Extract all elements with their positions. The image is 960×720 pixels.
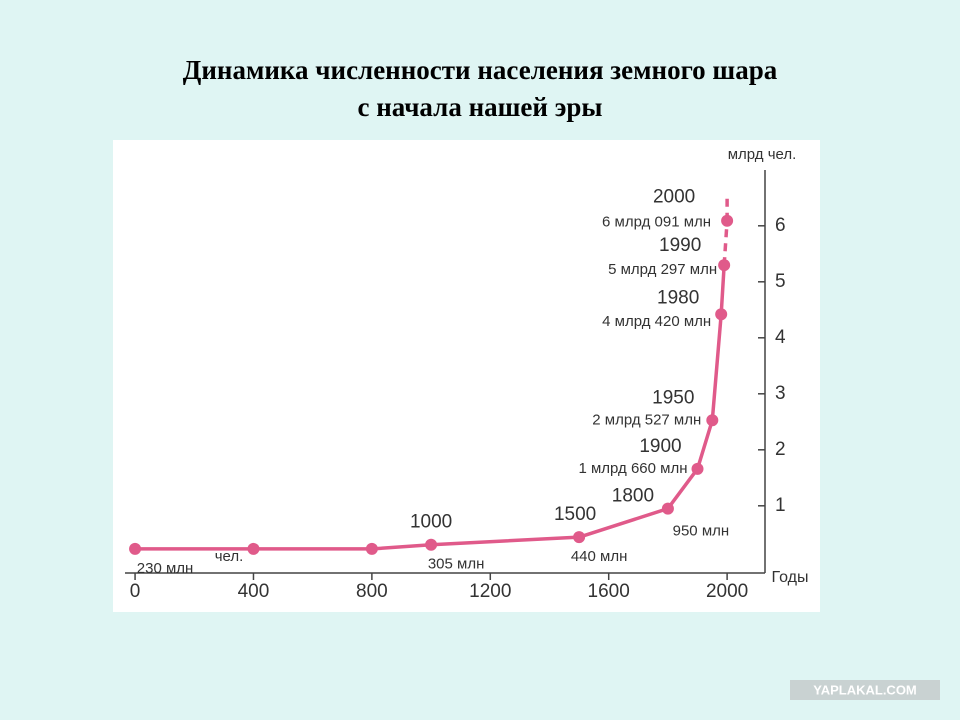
year-label: 1800 (612, 486, 654, 507)
population-line-dashed (722, 220, 729, 266)
y-tick-label: 5 (775, 271, 786, 292)
data-point (129, 542, 142, 555)
value-label: 4 млрд 420 млн (602, 313, 711, 330)
x-tick-label: 800 (356, 581, 388, 602)
x-tick-label: 2000 (706, 581, 748, 602)
unit-note: чел. (215, 548, 244, 565)
value-label: 950 млн (673, 523, 730, 540)
year-label: 1000 (410, 512, 452, 533)
x-tick-label: 400 (238, 581, 270, 602)
subtitle: с начала нашей эры (358, 92, 603, 122)
title: Динамика численности населения земного ш… (183, 55, 778, 85)
value-label: 5 млрд 297 млн (608, 261, 717, 278)
x-axis-label: Годы (772, 569, 809, 586)
value-label: 440 млн (571, 548, 628, 565)
x-tick-label: 1600 (588, 581, 630, 602)
watermark-box (790, 680, 940, 700)
year-label: 1980 (657, 287, 699, 308)
y-tick-label: 2 (775, 439, 786, 460)
year-label: 1500 (554, 504, 596, 525)
x-tick-label: 1200 (469, 581, 511, 602)
data-point (721, 214, 734, 227)
data-point (365, 542, 378, 555)
population-line (135, 265, 726, 551)
watermark: YAPLAKAL.COM (813, 682, 917, 697)
data-point (718, 259, 731, 272)
data-point (247, 542, 260, 555)
y-tick-label: 3 (775, 383, 786, 404)
data-point (661, 502, 674, 515)
data-point (715, 308, 728, 321)
y-axis-label: млрд чел. (728, 146, 797, 163)
data-point (706, 414, 719, 427)
year-label: 2000 (653, 187, 695, 208)
value-label: 305 млн (428, 556, 485, 573)
chart-area (113, 140, 820, 612)
y-tick-label: 6 (775, 215, 786, 236)
y-tick-label: 1 (775, 495, 786, 516)
x-tick-label: 0 (130, 581, 141, 602)
data-point (573, 531, 586, 544)
value-label: 6 млрд 091 млн (602, 214, 711, 231)
year-label: 1900 (639, 436, 681, 457)
value-label: 2 млрд 527 млн (592, 411, 701, 428)
year-label: 1950 (652, 387, 694, 408)
value-label: 230 млн (137, 560, 194, 577)
year-label: 1990 (659, 235, 701, 256)
y-tick-label: 4 (775, 327, 786, 348)
data-point (691, 462, 704, 475)
value-label: 1 млрд 660 млн (578, 460, 687, 477)
data-point (425, 538, 438, 551)
